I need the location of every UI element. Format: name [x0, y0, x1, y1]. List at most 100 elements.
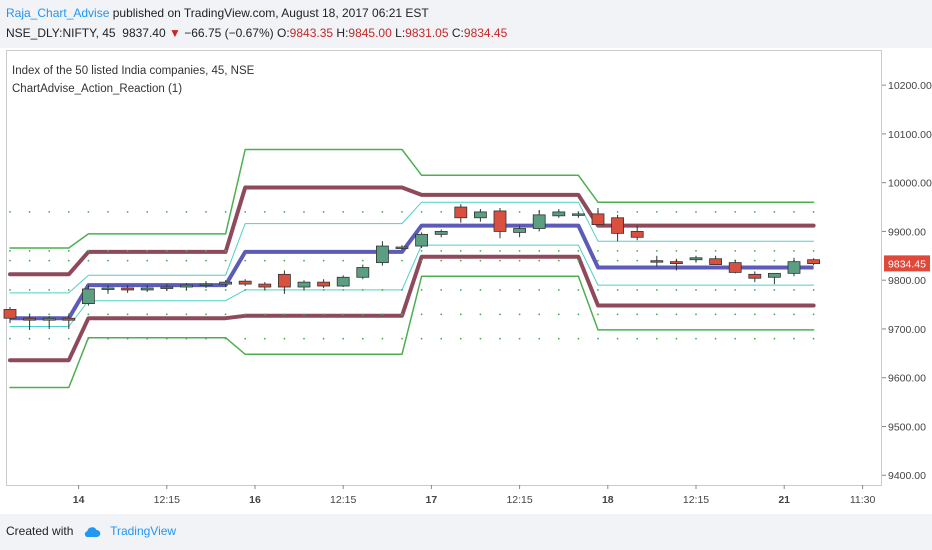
reaction-dot: [636, 259, 639, 262]
legend-indicator[interactable]: ChartAdvise_Action_Reaction (1): [12, 83, 183, 95]
reaction-dot: [361, 289, 364, 291]
pivot-line: [10, 223, 814, 321]
candle-up: [179, 284, 193, 288]
reaction-dot: [185, 259, 188, 262]
candle-up: [552, 211, 566, 217]
reaction-dot: [9, 289, 11, 291]
reaction-dot: [263, 337, 266, 340]
reaction-dot: [420, 259, 423, 262]
reaction-dot: [695, 289, 697, 291]
reaction-dot: [303, 259, 305, 262]
candle-up: [42, 317, 56, 321]
y-tick-label: 9700.00: [888, 324, 926, 336]
reaction-dot: [381, 337, 384, 340]
close-value: 9834.45: [463, 26, 508, 40]
reaction-dot: [420, 211, 423, 213]
reaction-dot: [165, 337, 168, 340]
reaction-dot: [28, 211, 31, 213]
candle-down: [630, 231, 644, 238]
reaction-dot: [499, 337, 501, 340]
reaction-dot: [714, 313, 717, 316]
reaction-dot: [48, 313, 51, 316]
x-tick-label: 12:15: [154, 494, 180, 506]
reaction-dot: [67, 289, 70, 291]
reaction-dot: [636, 289, 639, 291]
reaction-dot: [322, 289, 325, 291]
reaction-dot: [107, 259, 109, 262]
x-tick-label: 21: [778, 494, 790, 506]
reaction-dot: [518, 259, 521, 262]
reaction-dot: [205, 211, 207, 213]
reaction-dot: [440, 337, 443, 340]
reaction-dot: [107, 313, 109, 316]
reaction-dot: [499, 313, 501, 316]
candle-up: [219, 281, 233, 285]
reaction-dot: [734, 289, 737, 291]
reaction-dot: [812, 289, 815, 291]
candle-down: [650, 260, 664, 263]
price-chart[interactable]: 9400.00 9500.00 9600.00 9700.00 9800.00 9900.…: [0, 0, 932, 514]
reaction-dot: [557, 259, 560, 262]
reaction-dot: [67, 250, 70, 252]
reaction-dot: [146, 250, 149, 252]
reaction-dot: [440, 259, 443, 262]
reaction-dot: [714, 337, 717, 340]
author-link[interactable]: Raja_Chart_Advise: [6, 6, 110, 20]
candle-down: [728, 262, 742, 273]
reaction-dot: [675, 211, 678, 213]
x-tick-label: 14: [73, 494, 85, 506]
reaction-dot: [28, 337, 31, 340]
reaction-dot: [675, 289, 678, 291]
reaction-dot: [185, 250, 188, 252]
reaction-dot: [146, 313, 149, 316]
reaction-dot: [126, 313, 129, 316]
mid-band-lower: [8, 254, 816, 363]
candle-down: [277, 273, 291, 288]
reaction-dot: [695, 211, 697, 213]
reaction-dot: [538, 250, 541, 252]
low-label: L:: [395, 26, 406, 40]
reaction-dot: [753, 211, 756, 213]
reaction-dot: [440, 211, 443, 213]
reaction-dot: [283, 211, 286, 213]
reaction-dot: [773, 211, 776, 213]
reaction-dot: [557, 337, 560, 340]
reaction-dot: [126, 337, 129, 340]
reaction-dot: [48, 250, 51, 252]
reaction-dot: [401, 289, 403, 291]
reaction-dot: [538, 313, 541, 316]
candle-up: [199, 283, 213, 286]
reaction-dot: [597, 259, 599, 262]
open-value: 9843.35: [289, 26, 334, 40]
high-label: H:: [336, 26, 349, 40]
x-tick-label: 12:15: [506, 494, 532, 506]
candle-down: [611, 217, 624, 234]
inner-band-upper: [9, 201, 815, 294]
reaction-dot: [812, 313, 815, 316]
reaction-dot: [9, 211, 11, 213]
reaction-dot: [244, 313, 247, 316]
candle-up: [513, 228, 526, 233]
reaction-dot: [107, 211, 109, 213]
reaction-dot: [459, 289, 462, 291]
reaction-dot: [499, 250, 501, 252]
reaction-dot: [342, 337, 345, 340]
reaction-dot: [440, 250, 443, 252]
candle-up: [336, 276, 350, 287]
reaction-dot: [165, 259, 168, 262]
reaction-dot: [283, 259, 286, 262]
candle-up: [82, 288, 95, 304]
reaction-dot: [146, 337, 149, 340]
candle-down: [709, 258, 722, 265]
symbol-line: NSE_DLY:NIFTY, 45 9837.40 ▼ −66.75 (−0.6…: [6, 26, 507, 40]
candle-up: [395, 246, 409, 249]
tradingview-brand-link[interactable]: TradingView: [110, 524, 177, 538]
reaction-dot: [577, 313, 580, 316]
reaction-dot: [9, 250, 11, 252]
candle-up: [160, 286, 174, 289]
reaction-dot: [655, 313, 658, 316]
reaction-dot: [48, 259, 51, 262]
reaction-dot: [342, 313, 345, 316]
reaction-dot: [616, 313, 619, 316]
reaction-dot: [479, 259, 482, 262]
